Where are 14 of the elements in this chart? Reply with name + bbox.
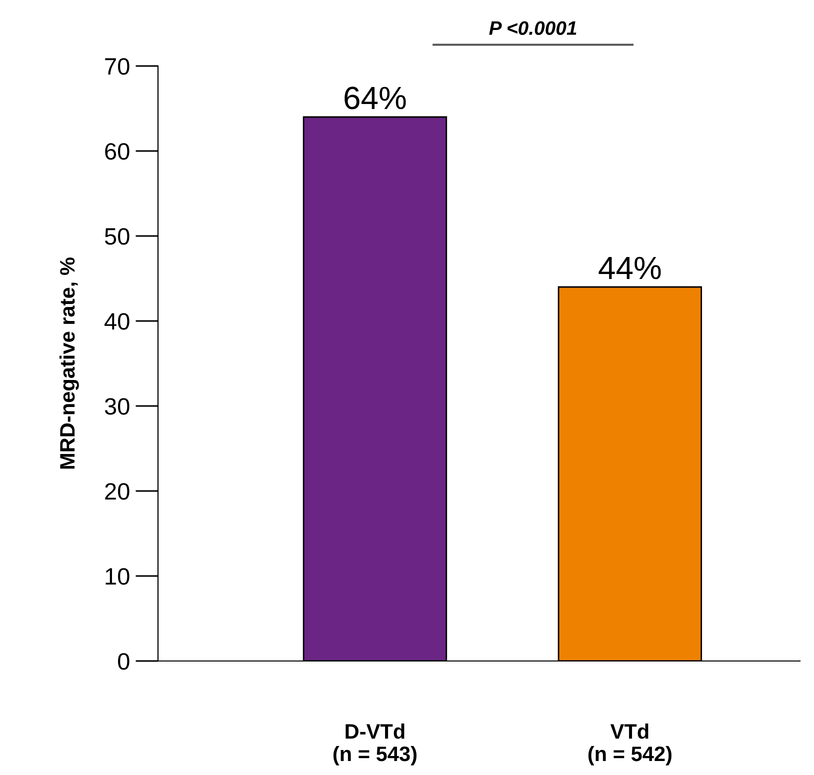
y-axis-title: MRD-negative rate, % (59, 258, 79, 469)
x-tick-label: D-VTd (n = 543) (333, 724, 416, 766)
x-tick-label: VTd (n = 542) (588, 724, 672, 766)
y-tick-label: 20 (105, 483, 130, 500)
y-tick-label: 50 (104, 228, 130, 245)
y-tick-label: 10 (106, 568, 130, 585)
y-tick-label: 60 (105, 143, 130, 160)
y-tick-label: 0 (118, 653, 130, 670)
y-tick-label: 40 (104, 313, 130, 330)
data-label: 64% (344, 86, 406, 110)
y-tick-label: 30 (104, 398, 130, 415)
y-tick-label: 70 (105, 58, 130, 75)
text: P <0.0001 (489, 21, 576, 35)
data-label: 44% (598, 256, 661, 280)
